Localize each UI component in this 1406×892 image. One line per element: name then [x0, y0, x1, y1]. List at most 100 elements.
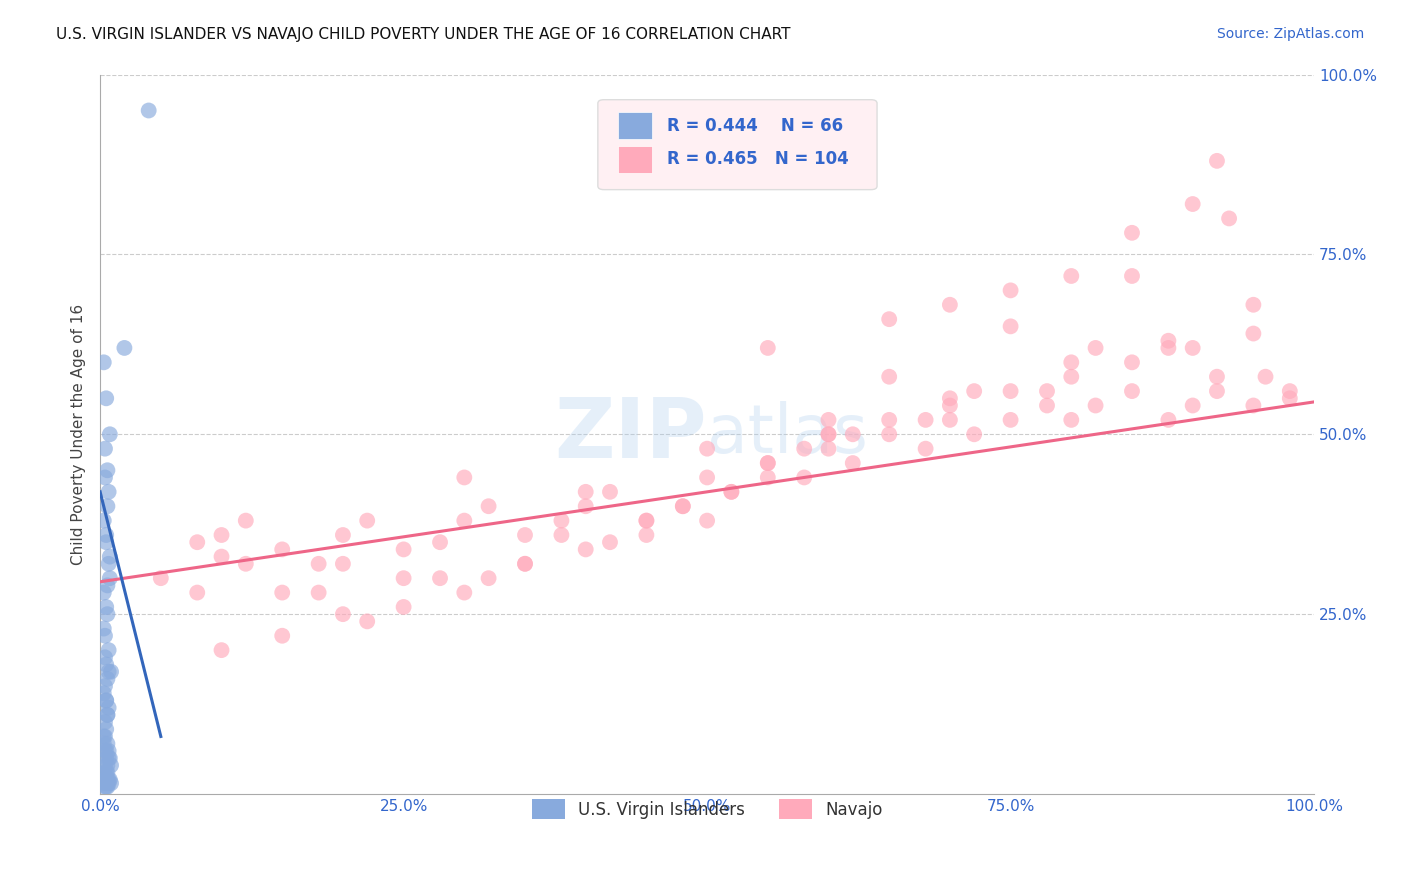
Point [720, 484, 742, 499]
Point [96, 780, 118, 794]
Point [96, 528, 118, 542]
Point [575, 542, 598, 557]
Point [93, 730, 115, 744]
Point [96, 758, 118, 772]
Point [211, 528, 233, 542]
Point [1278, 384, 1301, 398]
Point [96, 737, 118, 751]
Point [96, 693, 118, 707]
Point [1157, 413, 1180, 427]
Point [1218, 211, 1240, 226]
Point [235, 514, 257, 528]
Point [96, 776, 118, 790]
Point [877, 369, 900, 384]
Point [98, 549, 121, 564]
Point [96, 672, 118, 686]
Point [1278, 392, 1301, 406]
Point [756, 470, 779, 484]
Point [308, 585, 330, 599]
Point [93, 686, 115, 700]
Point [100, 665, 122, 679]
Point [939, 392, 962, 406]
Point [332, 528, 354, 542]
Point [914, 442, 936, 456]
Point [1241, 326, 1264, 341]
Point [914, 413, 936, 427]
Point [94, 780, 117, 794]
Point [672, 500, 695, 514]
Point [575, 500, 598, 514]
Text: Source: ZipAtlas.com: Source: ZipAtlas.com [1216, 27, 1364, 41]
Point [1157, 341, 1180, 355]
Point [392, 571, 415, 585]
Point [356, 514, 378, 528]
Point [939, 399, 962, 413]
Point [1060, 369, 1083, 384]
Point [94, 650, 117, 665]
Point [513, 557, 536, 571]
Point [1206, 384, 1229, 398]
Point [97, 557, 120, 571]
Point [356, 615, 378, 629]
Point [963, 427, 986, 442]
Point [1060, 268, 1083, 283]
Point [98, 751, 121, 765]
Point [1121, 226, 1143, 240]
Point [453, 470, 475, 484]
Point [94, 629, 117, 643]
Point [877, 427, 900, 442]
Point [478, 500, 501, 514]
Point [429, 535, 451, 549]
Point [1181, 399, 1204, 413]
Point [392, 599, 415, 614]
Text: R = 0.465   N = 104: R = 0.465 N = 104 [666, 151, 849, 169]
Point [793, 470, 815, 484]
Point [332, 607, 354, 622]
Point [636, 514, 658, 528]
Point [550, 528, 572, 542]
Point [575, 484, 598, 499]
Point [1121, 268, 1143, 283]
Point [96, 607, 118, 622]
Point [96, 463, 118, 477]
Point [96, 772, 118, 787]
Legend: U.S. Virgin Islanders, Navajo: U.S. Virgin Islanders, Navajo [524, 793, 889, 825]
Bar [619, 112, 652, 139]
Point [1206, 369, 1229, 384]
Point [211, 643, 233, 657]
Point [817, 427, 839, 442]
Point [94, 776, 117, 790]
Point [96, 772, 118, 787]
Point [94, 442, 117, 456]
Point [842, 456, 865, 470]
Point [636, 514, 658, 528]
Point [96, 707, 118, 722]
Text: U.S. VIRGIN ISLANDER VS NAVAJO CHILD POVERTY UNDER THE AGE OF 16 CORRELATION CHA: U.S. VIRGIN ISLANDER VS NAVAJO CHILD POV… [56, 27, 790, 42]
Point [186, 535, 208, 549]
Point [96, 599, 118, 614]
Point [877, 413, 900, 427]
Point [696, 470, 718, 484]
Point [97, 744, 120, 758]
Point [93, 622, 115, 636]
Point [696, 514, 718, 528]
Point [1241, 399, 1264, 413]
Bar [619, 145, 652, 173]
Point [696, 442, 718, 456]
Point [93, 737, 115, 751]
Point [817, 413, 839, 427]
Point [149, 571, 172, 585]
Point [96, 500, 118, 514]
Point [756, 456, 779, 470]
Point [1206, 153, 1229, 168]
Point [392, 542, 415, 557]
Point [478, 571, 501, 585]
Point [1000, 413, 1022, 427]
Point [939, 413, 962, 427]
Point [98, 427, 121, 442]
Point [235, 557, 257, 571]
Point [271, 629, 294, 643]
Point [96, 765, 118, 780]
Point [756, 341, 779, 355]
Point [94, 772, 117, 787]
